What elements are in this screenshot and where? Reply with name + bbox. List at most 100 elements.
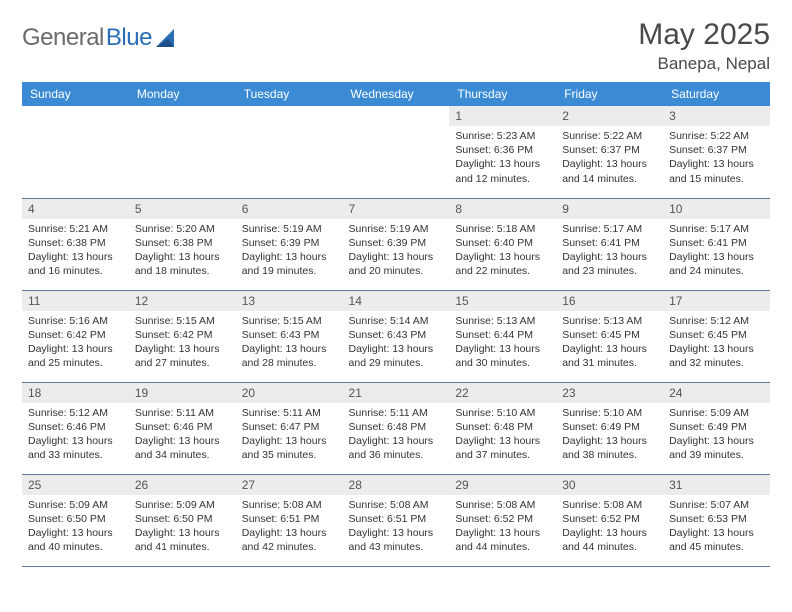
sunset-line: Sunset: 6:36 PM bbox=[455, 143, 550, 157]
sunset-line: Sunset: 6:45 PM bbox=[562, 328, 657, 342]
day-number: 28 bbox=[343, 475, 450, 495]
sunrise-line: Sunrise: 5:13 AM bbox=[562, 314, 657, 328]
daylight-line: Daylight: 13 hours and 18 minutes. bbox=[135, 250, 230, 278]
sunrise-line: Sunrise: 5:17 AM bbox=[562, 222, 657, 236]
day-number: 26 bbox=[129, 475, 236, 495]
day-cell: 10Sunrise: 5:17 AMSunset: 6:41 PMDayligh… bbox=[663, 198, 770, 290]
calendar-row: 11Sunrise: 5:16 AMSunset: 6:42 PMDayligh… bbox=[22, 290, 770, 382]
daylight-line: Daylight: 13 hours and 32 minutes. bbox=[669, 342, 764, 370]
sunrise-line: Sunrise: 5:15 AM bbox=[135, 314, 230, 328]
day-cell: 25Sunrise: 5:09 AMSunset: 6:50 PMDayligh… bbox=[22, 474, 129, 566]
sunrise-line: Sunrise: 5:08 AM bbox=[562, 498, 657, 512]
day-details: Sunrise: 5:17 AMSunset: 6:41 PMDaylight:… bbox=[663, 219, 770, 283]
sunrise-line: Sunrise: 5:14 AM bbox=[349, 314, 444, 328]
sunrise-line: Sunrise: 5:12 AM bbox=[28, 406, 123, 420]
day-number: 18 bbox=[22, 383, 129, 403]
sunrise-line: Sunrise: 5:21 AM bbox=[28, 222, 123, 236]
sunset-line: Sunset: 6:48 PM bbox=[455, 420, 550, 434]
day-number: 15 bbox=[449, 291, 556, 311]
sunset-line: Sunset: 6:47 PM bbox=[242, 420, 337, 434]
day-cell: 21Sunrise: 5:11 AMSunset: 6:48 PMDayligh… bbox=[343, 382, 450, 474]
daylight-line: Daylight: 13 hours and 31 minutes. bbox=[562, 342, 657, 370]
calendar-body: 1Sunrise: 5:23 AMSunset: 6:36 PMDaylight… bbox=[22, 106, 770, 566]
day-details: Sunrise: 5:17 AMSunset: 6:41 PMDaylight:… bbox=[556, 219, 663, 283]
calendar-row: 25Sunrise: 5:09 AMSunset: 6:50 PMDayligh… bbox=[22, 474, 770, 566]
location: Banepa, Nepal bbox=[638, 54, 770, 74]
day-details: Sunrise: 5:22 AMSunset: 6:37 PMDaylight:… bbox=[556, 126, 663, 190]
day-number: 1 bbox=[449, 106, 556, 126]
day-details: Sunrise: 5:10 AMSunset: 6:49 PMDaylight:… bbox=[556, 403, 663, 467]
day-cell: 8Sunrise: 5:18 AMSunset: 6:40 PMDaylight… bbox=[449, 198, 556, 290]
sunrise-line: Sunrise: 5:11 AM bbox=[242, 406, 337, 420]
sunset-line: Sunset: 6:37 PM bbox=[669, 143, 764, 157]
daylight-line: Daylight: 13 hours and 25 minutes. bbox=[28, 342, 123, 370]
daylight-line: Daylight: 13 hours and 15 minutes. bbox=[669, 157, 764, 185]
brand-part2: Blue bbox=[106, 24, 152, 52]
day-number: 4 bbox=[22, 199, 129, 219]
sunset-line: Sunset: 6:48 PM bbox=[349, 420, 444, 434]
header: General Blue May 2025 Banepa, Nepal bbox=[22, 18, 770, 74]
sunset-line: Sunset: 6:40 PM bbox=[455, 236, 550, 250]
title-block: May 2025 Banepa, Nepal bbox=[638, 18, 770, 74]
day-details: Sunrise: 5:08 AMSunset: 6:51 PMDaylight:… bbox=[236, 495, 343, 559]
day-details: Sunrise: 5:11 AMSunset: 6:47 PMDaylight:… bbox=[236, 403, 343, 467]
calendar-table: Sunday Monday Tuesday Wednesday Thursday… bbox=[22, 82, 770, 567]
day-details: Sunrise: 5:09 AMSunset: 6:50 PMDaylight:… bbox=[129, 495, 236, 559]
dow-monday: Monday bbox=[129, 82, 236, 106]
day-number: 7 bbox=[343, 199, 450, 219]
calendar-row: 18Sunrise: 5:12 AMSunset: 6:46 PMDayligh… bbox=[22, 382, 770, 474]
sunset-line: Sunset: 6:39 PM bbox=[349, 236, 444, 250]
day-details: Sunrise: 5:13 AMSunset: 6:44 PMDaylight:… bbox=[449, 311, 556, 375]
daylight-line: Daylight: 13 hours and 44 minutes. bbox=[455, 526, 550, 554]
daylight-line: Daylight: 13 hours and 38 minutes. bbox=[562, 434, 657, 462]
day-cell: 15Sunrise: 5:13 AMSunset: 6:44 PMDayligh… bbox=[449, 290, 556, 382]
sunrise-line: Sunrise: 5:09 AM bbox=[28, 498, 123, 512]
calendar-row: 1Sunrise: 5:23 AMSunset: 6:36 PMDaylight… bbox=[22, 106, 770, 198]
day-details: Sunrise: 5:23 AMSunset: 6:36 PMDaylight:… bbox=[449, 126, 556, 190]
day-number: 12 bbox=[129, 291, 236, 311]
day-number: 19 bbox=[129, 383, 236, 403]
sunrise-line: Sunrise: 5:18 AM bbox=[455, 222, 550, 236]
sunrise-line: Sunrise: 5:10 AM bbox=[562, 406, 657, 420]
sunset-line: Sunset: 6:41 PM bbox=[562, 236, 657, 250]
day-cell: 30Sunrise: 5:08 AMSunset: 6:52 PMDayligh… bbox=[556, 474, 663, 566]
brand-logo: General Blue bbox=[22, 18, 178, 52]
day-details: Sunrise: 5:12 AMSunset: 6:46 PMDaylight:… bbox=[22, 403, 129, 467]
sunrise-line: Sunrise: 5:23 AM bbox=[455, 129, 550, 143]
sunset-line: Sunset: 6:42 PM bbox=[135, 328, 230, 342]
day-details: Sunrise: 5:08 AMSunset: 6:52 PMDaylight:… bbox=[449, 495, 556, 559]
day-number: 31 bbox=[663, 475, 770, 495]
daylight-line: Daylight: 13 hours and 16 minutes. bbox=[28, 250, 123, 278]
day-details: Sunrise: 5:12 AMSunset: 6:45 PMDaylight:… bbox=[663, 311, 770, 375]
daylight-line: Daylight: 13 hours and 12 minutes. bbox=[455, 157, 550, 185]
dow-thursday: Thursday bbox=[449, 82, 556, 106]
day-details: Sunrise: 5:09 AMSunset: 6:49 PMDaylight:… bbox=[663, 403, 770, 467]
day-details: Sunrise: 5:14 AMSunset: 6:43 PMDaylight:… bbox=[343, 311, 450, 375]
day-cell: 2Sunrise: 5:22 AMSunset: 6:37 PMDaylight… bbox=[556, 106, 663, 198]
brand-part1: General bbox=[22, 24, 104, 52]
day-number: 8 bbox=[449, 199, 556, 219]
daylight-line: Daylight: 13 hours and 42 minutes. bbox=[242, 526, 337, 554]
day-cell: 22Sunrise: 5:10 AMSunset: 6:48 PMDayligh… bbox=[449, 382, 556, 474]
day-number: 13 bbox=[236, 291, 343, 311]
day-cell: 1Sunrise: 5:23 AMSunset: 6:36 PMDaylight… bbox=[449, 106, 556, 198]
day-number: 10 bbox=[663, 199, 770, 219]
day-number: 3 bbox=[663, 106, 770, 126]
day-cell: 5Sunrise: 5:20 AMSunset: 6:38 PMDaylight… bbox=[129, 198, 236, 290]
day-cell: 16Sunrise: 5:13 AMSunset: 6:45 PMDayligh… bbox=[556, 290, 663, 382]
day-number: 20 bbox=[236, 383, 343, 403]
day-cell: 4 Sunrise: 5:21 AMSunset: 6:38 PMDaylight… bbox=[22, 198, 129, 290]
day-details: Sunrise: 5:20 AMSunset: 6:38 PMDaylight:… bbox=[129, 219, 236, 283]
daylight-line: Daylight: 13 hours and 29 minutes. bbox=[349, 342, 444, 370]
dow-wednesday: Wednesday bbox=[343, 82, 450, 106]
day-details: Sunrise: 5:09 AMSunset: 6:50 PMDaylight:… bbox=[22, 495, 129, 559]
sunset-line: Sunset: 6:43 PM bbox=[242, 328, 337, 342]
sunrise-line: Sunrise: 5:08 AM bbox=[455, 498, 550, 512]
day-cell: 29Sunrise: 5:08 AMSunset: 6:52 PMDayligh… bbox=[449, 474, 556, 566]
day-cell: 20Sunrise: 5:11 AMSunset: 6:47 PMDayligh… bbox=[236, 382, 343, 474]
sunset-line: Sunset: 6:38 PM bbox=[28, 236, 123, 250]
day-details: Sunrise: 5:18 AMSunset: 6:40 PMDaylight:… bbox=[449, 219, 556, 283]
sunset-line: Sunset: 6:51 PM bbox=[242, 512, 337, 526]
day-number: 5 bbox=[129, 199, 236, 219]
sunrise-line: Sunrise: 5:08 AM bbox=[242, 498, 337, 512]
